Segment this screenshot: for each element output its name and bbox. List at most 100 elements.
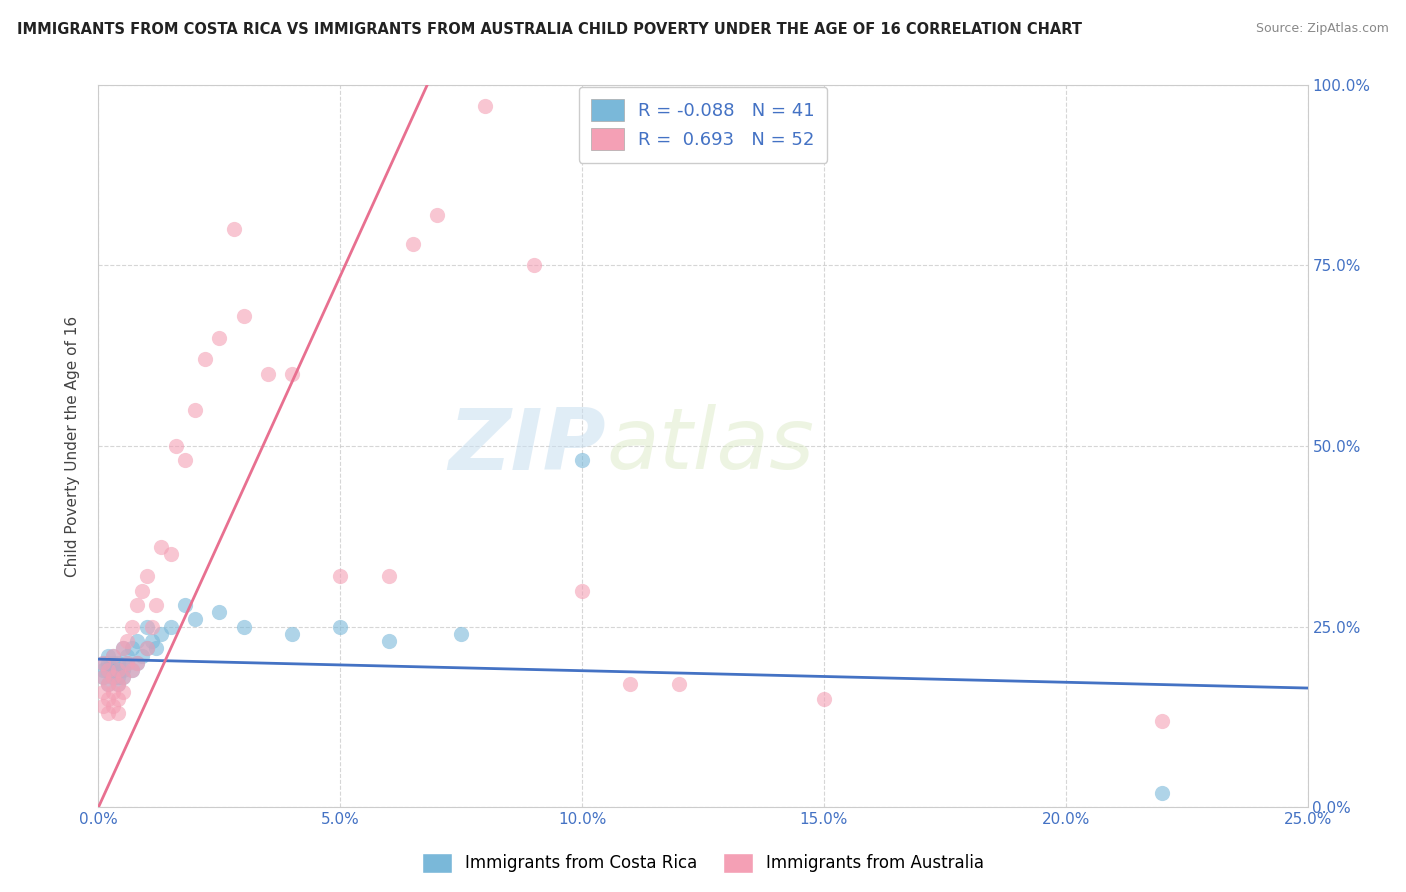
Point <box>107 656 129 670</box>
Point <box>111 641 134 656</box>
Point <box>111 663 134 677</box>
Point <box>121 663 143 677</box>
Point <box>97 677 120 691</box>
Point <box>121 619 143 633</box>
Text: ZIP: ZIP <box>449 404 606 488</box>
Point <box>232 619 254 633</box>
Point <box>101 648 124 663</box>
Point <box>107 670 129 684</box>
Point <box>208 331 231 345</box>
Point <box>101 684 124 698</box>
Point <box>111 670 134 684</box>
Point <box>101 670 124 684</box>
Point <box>281 367 304 381</box>
Point <box>174 453 197 467</box>
Point <box>813 692 835 706</box>
Point <box>91 670 114 684</box>
Point <box>135 641 157 656</box>
Point <box>377 634 399 648</box>
Point <box>474 99 496 113</box>
Point <box>184 403 207 417</box>
Point <box>329 619 352 633</box>
Point <box>145 641 167 656</box>
Point <box>117 656 139 670</box>
Point <box>127 598 149 612</box>
Point <box>135 569 157 583</box>
Point <box>450 627 472 641</box>
Point <box>1152 714 1174 728</box>
Point <box>281 627 304 641</box>
Point <box>256 367 278 381</box>
Point <box>329 569 352 583</box>
Point <box>97 692 120 706</box>
Point <box>121 663 143 677</box>
Point <box>107 692 129 706</box>
Point <box>107 663 129 677</box>
Text: IMMIGRANTS FROM COSTA RICA VS IMMIGRANTS FROM AUSTRALIA CHILD POVERTY UNDER THE : IMMIGRANTS FROM COSTA RICA VS IMMIGRANTS… <box>17 22 1081 37</box>
Point <box>121 641 143 656</box>
Text: Source: ZipAtlas.com: Source: ZipAtlas.com <box>1256 22 1389 36</box>
Point <box>91 663 114 677</box>
Point <box>135 641 157 656</box>
Point <box>107 677 129 691</box>
Point <box>160 619 183 633</box>
Point <box>145 598 167 612</box>
Point <box>426 208 449 222</box>
Point <box>97 706 120 721</box>
Point <box>111 641 134 656</box>
Point <box>135 619 157 633</box>
Point <box>174 598 197 612</box>
Point <box>232 309 254 323</box>
Point <box>165 439 187 453</box>
Point <box>117 656 139 670</box>
Y-axis label: Child Poverty Under the Age of 16: Child Poverty Under the Age of 16 <box>65 316 80 576</box>
Point <box>91 656 114 670</box>
Point <box>101 648 124 663</box>
Point <box>97 663 120 677</box>
Point <box>402 236 425 251</box>
Point <box>101 670 124 684</box>
Point <box>141 619 163 633</box>
Point <box>117 634 139 648</box>
Point <box>91 699 114 714</box>
Point <box>127 656 149 670</box>
Point <box>208 605 231 619</box>
Point <box>1152 786 1174 800</box>
Point <box>101 699 124 714</box>
Legend: Immigrants from Costa Rica, Immigrants from Australia: Immigrants from Costa Rica, Immigrants f… <box>415 847 991 880</box>
Point <box>97 677 120 691</box>
Point <box>131 583 153 598</box>
Point <box>97 656 120 670</box>
Legend: R = -0.088   N = 41, R =  0.693   N = 52: R = -0.088 N = 41, R = 0.693 N = 52 <box>579 87 827 163</box>
Point <box>91 684 114 698</box>
Point <box>377 569 399 583</box>
Point <box>194 352 217 367</box>
Point <box>111 684 134 698</box>
Point <box>107 706 129 721</box>
Point <box>101 663 124 677</box>
Point <box>571 453 593 467</box>
Point <box>91 670 114 684</box>
Point <box>184 612 207 626</box>
Point <box>523 259 546 273</box>
Point <box>97 648 120 663</box>
Point <box>131 648 153 663</box>
Point <box>222 222 245 236</box>
Point <box>107 663 129 677</box>
Point <box>127 634 149 648</box>
Point <box>107 677 129 691</box>
Point <box>101 656 124 670</box>
Point <box>111 670 134 684</box>
Point <box>127 656 149 670</box>
Point <box>150 540 173 554</box>
Point <box>571 583 593 598</box>
Point <box>117 648 139 663</box>
Point <box>619 677 641 691</box>
Point <box>97 663 120 677</box>
Point <box>150 627 173 641</box>
Point <box>91 656 114 670</box>
Point <box>141 634 163 648</box>
Text: atlas: atlas <box>606 404 814 488</box>
Point <box>160 548 183 562</box>
Point <box>668 677 690 691</box>
